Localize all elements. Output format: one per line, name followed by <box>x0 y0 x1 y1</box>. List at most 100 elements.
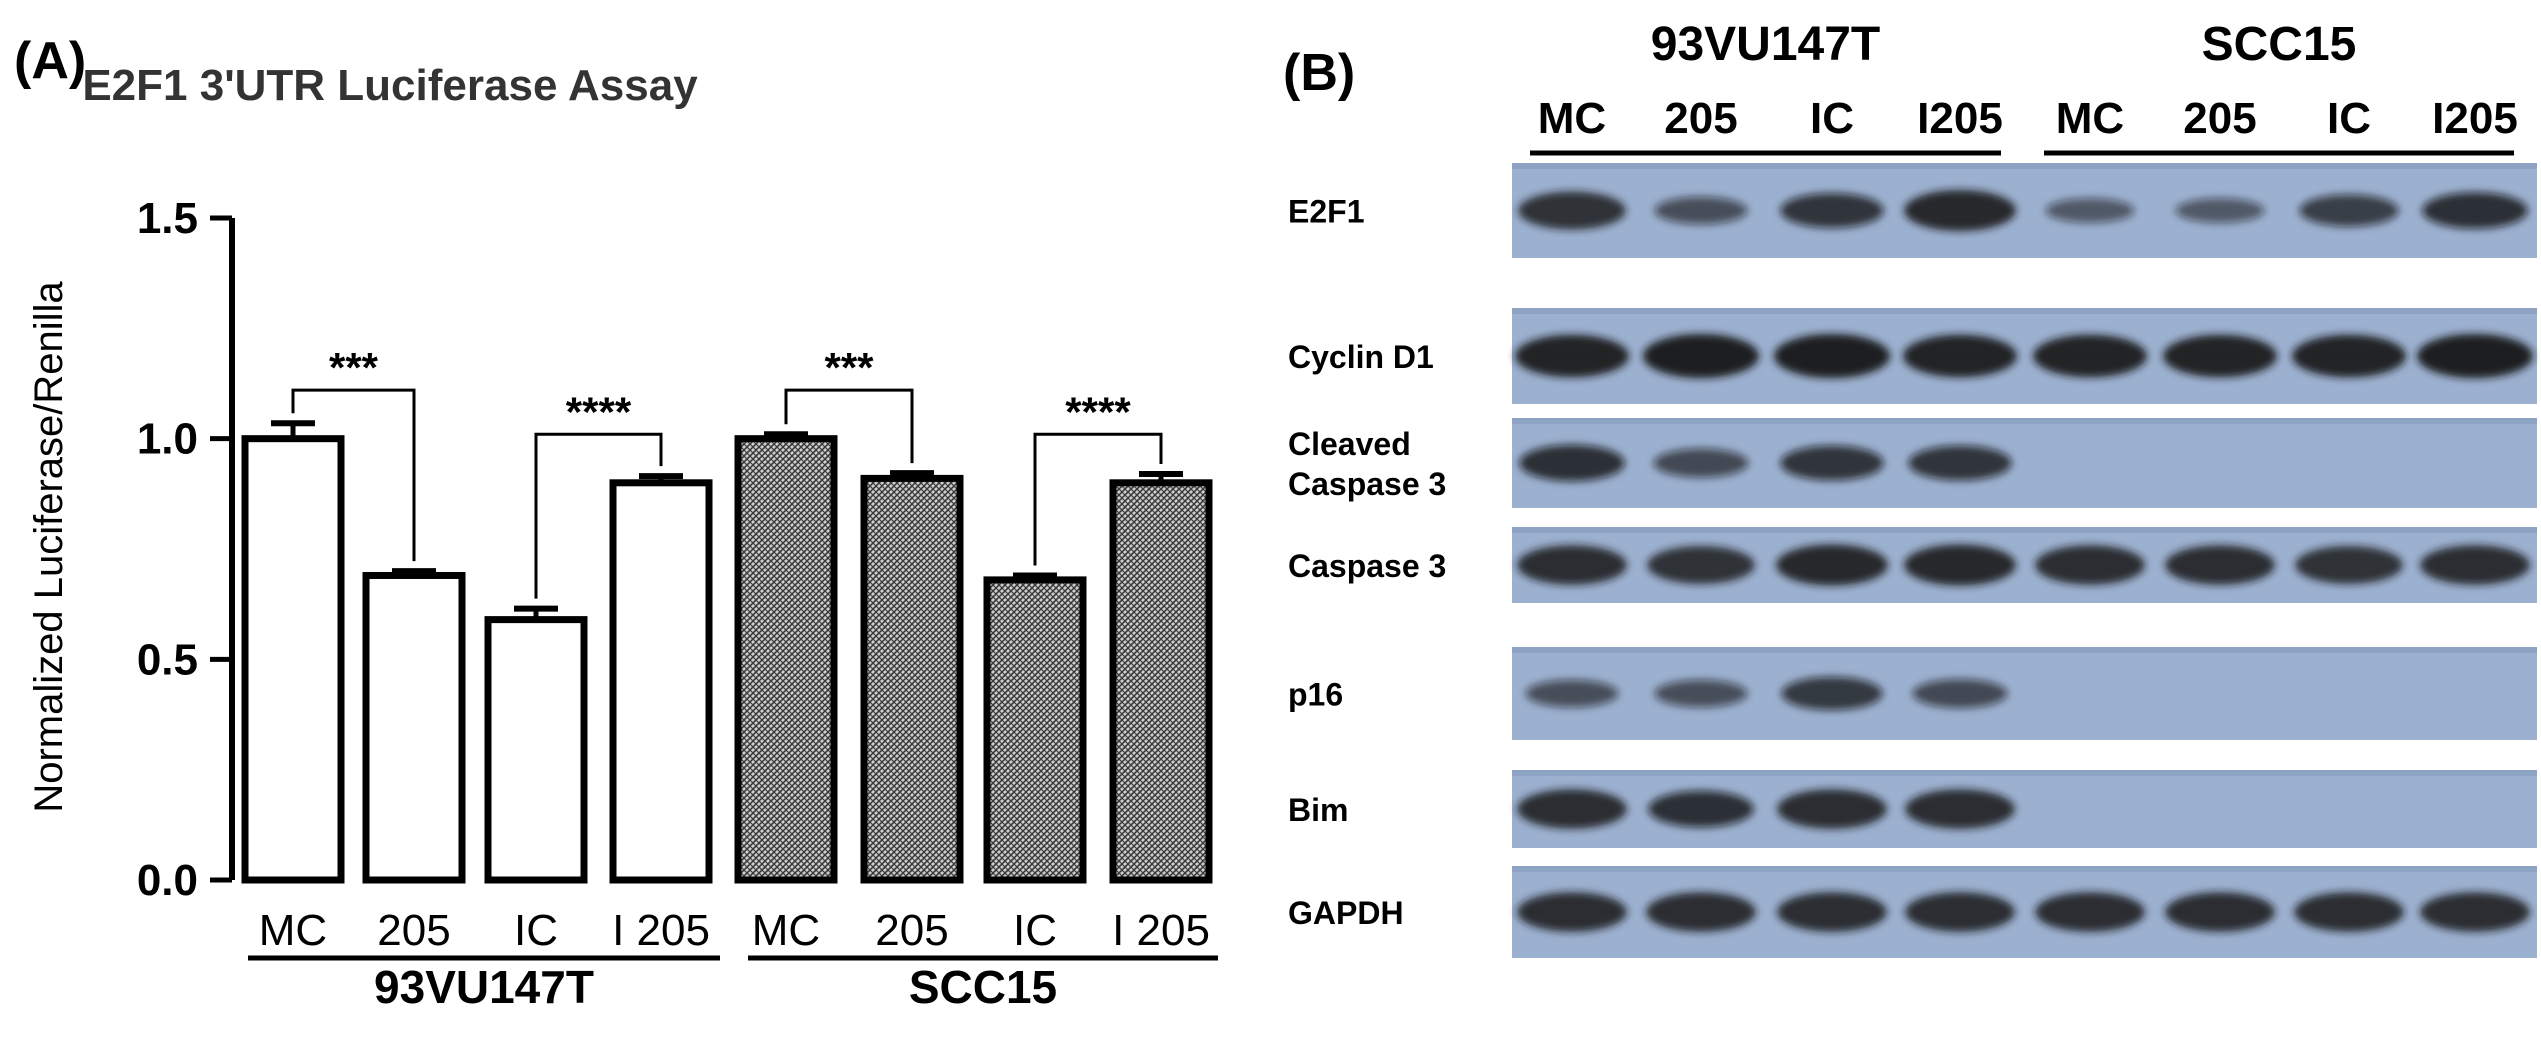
x-tick-label: MC <box>752 906 820 955</box>
blot-band <box>1908 445 2012 481</box>
blot-band <box>2417 334 2533 378</box>
panel-a-label: (A) <box>14 32 86 90</box>
blot-row-label: Caspase 3 <box>1288 466 1446 502</box>
blot-band <box>1904 544 2016 586</box>
significance-bracket <box>291 388 416 562</box>
blot-band <box>1905 789 2015 829</box>
y-tick-label: 1.5 <box>137 194 198 243</box>
blot-lane-label: MC <box>1538 94 1606 143</box>
significance-bracket <box>784 388 914 464</box>
blot-row-label: Cleaved <box>1288 426 1411 462</box>
significance-brackets: ************** <box>291 344 1163 599</box>
blot-band <box>1774 334 1890 378</box>
blot-strip-edge <box>1512 308 2537 314</box>
blot-band <box>1519 444 1625 482</box>
y-tick-label: 0.0 <box>137 856 198 905</box>
blot-lane-label: I205 <box>1917 94 2003 143</box>
blot-band <box>1517 789 1627 829</box>
x-tick-label: MC <box>259 906 327 955</box>
blot-band <box>2422 192 2528 229</box>
blot-strip-edge <box>1512 527 2537 533</box>
blot-group-label: 93VU147T <box>1651 18 1880 71</box>
bar <box>241 435 345 884</box>
blot-band <box>2294 892 2404 932</box>
blot-row-label: Caspase 3 <box>1288 548 1446 584</box>
blot-band <box>2045 198 2135 223</box>
blot-band <box>1904 190 2016 231</box>
x-tick-label: 205 <box>377 906 450 955</box>
panel-b-label: (B) <box>1283 44 1355 102</box>
blot-band <box>1654 196 1748 225</box>
blot-band <box>2175 198 2265 223</box>
chart-bars <box>241 420 1213 884</box>
x-tick-label: 205 <box>875 906 948 955</box>
significance-label: *** <box>329 344 379 391</box>
blot-band <box>1776 544 1888 586</box>
significance-label: **** <box>1065 388 1131 435</box>
bar <box>484 616 588 884</box>
x-axis-labels: MC 205 IC I 205 MC 205 IC I 205 93VU147T SCC15 <box>248 906 1218 1013</box>
bar <box>860 474 964 884</box>
blot-lane-label: 205 <box>2183 94 2256 143</box>
blot-band <box>1647 546 1755 584</box>
significance-bracket <box>534 432 663 599</box>
bar <box>734 435 838 884</box>
blot-band <box>1780 193 1884 228</box>
blot-band <box>1777 892 1887 932</box>
blot-band <box>1781 676 1883 711</box>
blot-band <box>2420 892 2530 932</box>
chart-title: E2F1 3'UTR Luciferase Assay <box>82 61 698 110</box>
blot-row-label: E2F1 <box>1288 194 1364 230</box>
blot-band <box>1517 892 1627 932</box>
blot-strip-edge <box>1512 866 2537 872</box>
blot-band <box>1653 448 1749 478</box>
y-tick-label: 0.5 <box>137 635 198 684</box>
blot-row-label: Bim <box>1288 792 1348 828</box>
blot-band <box>2299 194 2399 227</box>
blot-band <box>1912 679 2008 708</box>
blot-band <box>2165 545 2275 585</box>
y-axis-label: Normalized Luciferase/Renilla <box>27 281 71 813</box>
blot-band <box>1515 334 1629 378</box>
blot-band <box>1525 679 1619 708</box>
blot-band <box>2295 546 2403 584</box>
blot-band <box>2033 334 2147 378</box>
x-tick-label: I 205 <box>1112 906 1210 955</box>
blot-band <box>2163 334 2277 378</box>
blot-band <box>2165 892 2275 932</box>
significance-bracket <box>1033 432 1163 566</box>
blot-band <box>2035 892 2145 932</box>
blot-row-label: Cyclin D1 <box>1288 339 1434 375</box>
x-tick-label: IC <box>1013 906 1057 955</box>
chart-axes: 0.0 0.5 1.0 1.5 <box>137 194 235 905</box>
bar <box>1109 479 1213 884</box>
blot-row-label: GAPDH <box>1288 895 1404 931</box>
blot-band <box>1646 892 1756 932</box>
blot-lane-label: IC <box>2327 94 2371 143</box>
blot-group-label: SCC15 <box>2202 18 2357 71</box>
blot-band <box>1903 334 2017 378</box>
group-label: 93VU147T <box>374 961 594 1013</box>
x-tick-label: I 205 <box>612 906 710 955</box>
bar <box>983 576 1087 884</box>
significance-label: *** <box>824 344 874 391</box>
bar <box>609 479 713 884</box>
blot-strip-edge <box>1512 418 2537 424</box>
blot-band <box>1518 191 1626 230</box>
blot-band <box>1777 789 1887 829</box>
blot-lane-label: IC <box>1810 94 1854 143</box>
blot-band <box>2420 545 2530 585</box>
western-blot: 93VU147T SCC15 MC 205 IC I205 MC 205 IC I205 E2F1 C… <box>1288 18 2537 958</box>
blot-band <box>1905 892 2015 932</box>
significance-label: **** <box>566 388 632 435</box>
blot-band <box>1654 679 1748 708</box>
blot-lane-label: MC <box>2056 94 2124 143</box>
blot-band <box>1517 545 1627 585</box>
y-tick-label: 1.0 <box>137 415 198 464</box>
bar <box>362 571 466 884</box>
blot-row-label: p16 <box>1288 677 1343 713</box>
blot-band <box>2035 545 2145 585</box>
blot-strip-edge <box>1512 770 2537 776</box>
blot-lane-label: I205 <box>2432 94 2518 143</box>
